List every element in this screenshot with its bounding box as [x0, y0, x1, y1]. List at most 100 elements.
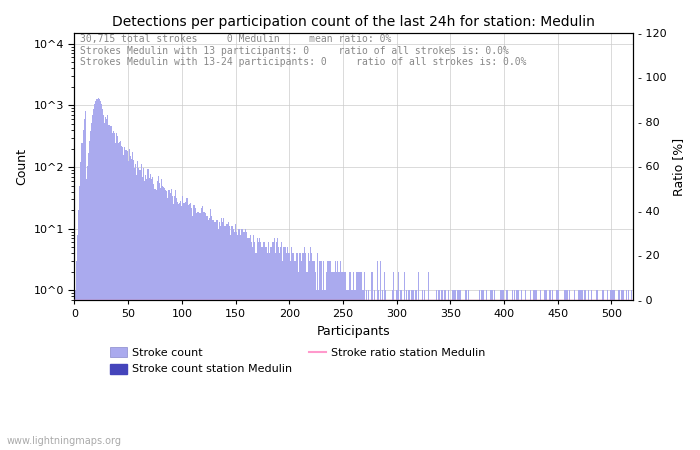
- Bar: [338, 272, 339, 450]
- Bar: [505, 290, 507, 450]
- Bar: [459, 290, 461, 450]
- Bar: [186, 198, 187, 450]
- Bar: [631, 290, 632, 450]
- Bar: [144, 181, 145, 450]
- Bar: [113, 133, 115, 450]
- Bar: [234, 232, 235, 450]
- Bar: [441, 290, 442, 450]
- Bar: [335, 261, 336, 450]
- Bar: [134, 168, 135, 450]
- Bar: [610, 290, 611, 450]
- Bar: [282, 261, 284, 450]
- Bar: [133, 160, 134, 450]
- Bar: [400, 290, 402, 450]
- Bar: [160, 188, 161, 450]
- Bar: [364, 272, 365, 450]
- Bar: [507, 290, 508, 450]
- Bar: [94, 104, 95, 450]
- Bar: [479, 290, 480, 450]
- Bar: [533, 290, 535, 450]
- Bar: [117, 136, 118, 450]
- Bar: [304, 253, 306, 450]
- Bar: [266, 248, 267, 450]
- Bar: [161, 180, 162, 450]
- Bar: [265, 248, 266, 450]
- Bar: [418, 272, 419, 450]
- Bar: [225, 226, 226, 450]
- Bar: [486, 290, 487, 450]
- Bar: [177, 202, 178, 450]
- Bar: [354, 290, 356, 450]
- Bar: [277, 238, 278, 450]
- Bar: [236, 232, 237, 450]
- Bar: [88, 153, 89, 450]
- Bar: [270, 248, 272, 450]
- Bar: [328, 261, 330, 450]
- Bar: [178, 204, 179, 450]
- Bar: [197, 212, 199, 450]
- Bar: [452, 290, 453, 450]
- Bar: [76, 261, 77, 450]
- Bar: [95, 101, 97, 450]
- Bar: [195, 207, 197, 450]
- Bar: [208, 220, 209, 450]
- Bar: [436, 290, 437, 450]
- Bar: [290, 261, 291, 450]
- Bar: [226, 224, 228, 450]
- Bar: [192, 216, 193, 450]
- Bar: [337, 261, 338, 450]
- Bar: [362, 290, 363, 450]
- Bar: [397, 290, 398, 450]
- Bar: [322, 290, 323, 450]
- Bar: [448, 290, 449, 450]
- Bar: [240, 235, 241, 450]
- Bar: [351, 290, 352, 450]
- Y-axis label: Ratio [%]: Ratio [%]: [672, 137, 685, 195]
- Bar: [148, 169, 149, 450]
- Bar: [326, 272, 328, 450]
- Bar: [132, 152, 133, 450]
- Bar: [172, 196, 173, 450]
- Bar: [366, 290, 367, 450]
- Bar: [267, 253, 268, 450]
- Bar: [219, 222, 220, 450]
- Bar: [565, 290, 566, 450]
- Bar: [556, 290, 557, 450]
- Bar: [246, 232, 247, 450]
- Bar: [231, 226, 232, 450]
- Bar: [157, 181, 158, 450]
- Bar: [358, 272, 360, 450]
- Bar: [221, 218, 222, 450]
- Bar: [274, 238, 275, 450]
- Bar: [121, 146, 122, 450]
- Bar: [292, 253, 293, 450]
- Bar: [318, 261, 320, 450]
- Bar: [439, 290, 440, 450]
- Bar: [109, 126, 111, 450]
- Bar: [521, 290, 522, 450]
- Bar: [259, 238, 260, 450]
- Bar: [384, 272, 386, 450]
- Bar: [209, 218, 210, 450]
- Bar: [293, 253, 294, 450]
- Bar: [602, 290, 603, 450]
- Bar: [442, 290, 443, 450]
- Bar: [308, 253, 309, 450]
- Bar: [622, 290, 623, 450]
- Bar: [115, 143, 116, 450]
- Bar: [368, 290, 370, 450]
- Bar: [191, 207, 192, 450]
- Bar: [352, 290, 354, 450]
- Bar: [491, 290, 493, 450]
- Bar: [97, 99, 99, 450]
- Bar: [284, 248, 286, 450]
- Bar: [382, 290, 384, 450]
- Bar: [310, 248, 312, 450]
- Bar: [241, 229, 243, 450]
- Bar: [250, 235, 251, 450]
- Bar: [611, 290, 612, 450]
- Bar: [190, 203, 191, 450]
- Bar: [564, 290, 565, 450]
- Bar: [167, 198, 169, 450]
- Bar: [340, 261, 342, 450]
